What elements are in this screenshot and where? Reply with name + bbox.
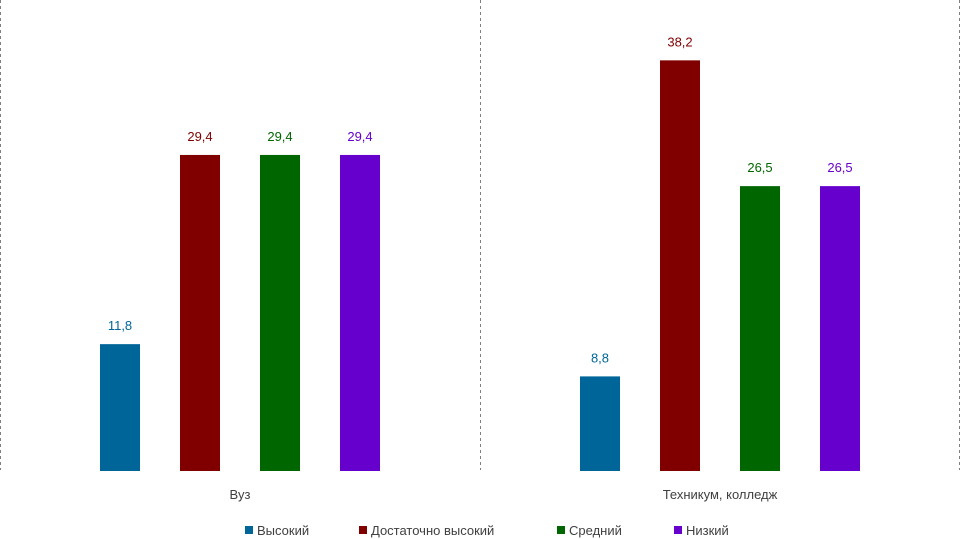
bar-1-0 (580, 376, 620, 471)
bar-1-3 (820, 186, 860, 471)
legend-label-1: Достаточно высокий (371, 523, 494, 538)
category-label-0: Вуз (230, 487, 251, 502)
bar-value-label-0-0: 11,8 (108, 318, 132, 333)
legend-swatch-2 (557, 526, 565, 534)
legend-label-2: Средний (569, 523, 622, 538)
bar-value-label-0-2: 29,4 (267, 129, 292, 144)
bar-value-label-1-2: 26,5 (747, 160, 772, 175)
bar-value-label-0-3: 29,4 (347, 129, 372, 144)
bar-0-1 (180, 154, 220, 471)
legend-label-3: Низкий (686, 523, 729, 538)
bar-value-label-1-3: 26,5 (827, 160, 852, 175)
bar-0-0 (100, 344, 140, 471)
category-label-1: Техникум, колледж (663, 487, 778, 502)
bar-0-3 (340, 154, 380, 471)
legend-swatch-3 (674, 526, 682, 534)
legend-label-0: Высокий (257, 523, 309, 538)
bar-value-label-0-1: 29,4 (187, 129, 212, 144)
bar-1-2 (740, 186, 780, 471)
bar-value-label-1-0: 8,8 (591, 350, 609, 365)
legend-swatch-0 (245, 526, 253, 534)
legend-swatch-1 (359, 526, 367, 534)
bar-0-2 (260, 154, 300, 471)
bar-value-label-1-1: 38,2 (667, 34, 692, 49)
bar-1-1 (660, 60, 700, 471)
